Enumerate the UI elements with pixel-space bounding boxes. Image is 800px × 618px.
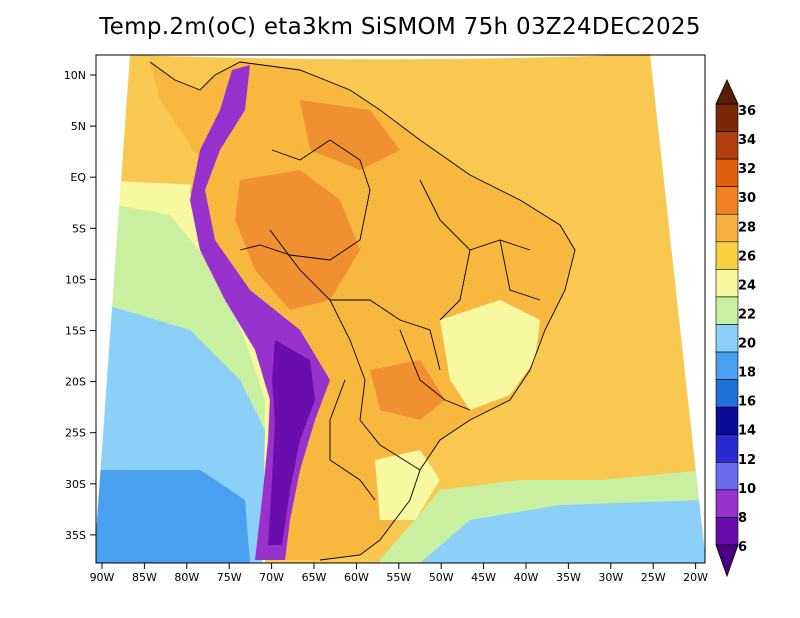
country-borders xyxy=(149,61,576,561)
temperature-field xyxy=(96,54,705,563)
colorbar-swatch xyxy=(715,324,739,353)
colorbar-label: 16 xyxy=(738,395,756,410)
colorbar-label: 6 xyxy=(738,540,747,555)
colorbar-swatch xyxy=(715,103,739,132)
lon-tick-label: 40W xyxy=(514,571,539,584)
lat-tick-label: EQ xyxy=(70,171,86,184)
lat-tick-label: 10S xyxy=(65,273,86,286)
colorbar-swatch xyxy=(715,131,739,160)
longitude-axis: 90W 85W 80W 75W 70W 65W 60W 55W 50W 45W 40W 35W 30W 2… xyxy=(90,563,708,584)
land-hot-zone xyxy=(235,170,360,310)
lon-tick-label: 85W xyxy=(132,571,157,584)
colorbar-swatch xyxy=(715,213,739,243)
colorbar-swatch xyxy=(715,241,739,270)
latitude-axis: 10N 5N EQ 5S 10S 15S 20S 25S 30S 35S xyxy=(64,69,96,542)
lon-tick-label: 80W xyxy=(174,571,199,584)
colorbar-label: 10 xyxy=(738,482,756,497)
colorbar-swatch xyxy=(715,462,739,491)
colorbar-label: 20 xyxy=(738,337,756,352)
colorbar-label: 32 xyxy=(738,162,756,177)
colorbar-swatch xyxy=(715,158,739,187)
land-hot-zone xyxy=(370,360,445,420)
colorbar-label: 14 xyxy=(738,424,756,439)
colorbar-label: 8 xyxy=(738,511,747,526)
colorbar-label: 36 xyxy=(738,104,756,119)
land-hot-zone xyxy=(300,100,400,170)
lon-tick-label: 90W xyxy=(90,571,115,584)
lon-tick-label: 30W xyxy=(598,571,623,584)
colorbar-swatch xyxy=(715,434,739,463)
colorbar-swatch xyxy=(715,351,739,380)
colorbar-label: 28 xyxy=(738,220,756,235)
lat-tick-label: 30S xyxy=(65,478,86,491)
lon-tick-label: 75W xyxy=(217,571,242,584)
colorbar-swatch xyxy=(715,489,739,518)
lon-tick-label: 25W xyxy=(641,571,666,584)
colorbar-label: 24 xyxy=(738,278,756,293)
colorbar-swatch xyxy=(715,517,739,546)
colorbar-swatch xyxy=(715,379,739,408)
lon-tick-label: 45W xyxy=(471,571,496,584)
colorbar-swatch xyxy=(715,296,739,325)
lat-tick-label: 20S xyxy=(65,376,86,389)
colorbar-label: 12 xyxy=(738,453,756,468)
lat-tick-label: 5N xyxy=(71,120,86,133)
brazilian-highlands-cool-zone xyxy=(440,300,540,410)
lon-tick-label: 60W xyxy=(344,571,369,584)
lon-tick-label: 35W xyxy=(556,571,581,584)
colorbar-swatch xyxy=(715,186,739,215)
south-atlantic-cold-region xyxy=(420,500,705,563)
south-brazil-cool-zone xyxy=(375,450,440,520)
colorbar-label: 18 xyxy=(738,366,756,381)
ocean-colder-region xyxy=(96,470,250,563)
lat-tick-label: 5S xyxy=(72,222,86,235)
colorbar-label: 26 xyxy=(738,249,756,264)
lon-tick-label: 55W xyxy=(386,571,411,584)
lon-tick-label: 20W xyxy=(683,571,708,584)
colorbar-label: 22 xyxy=(738,307,756,322)
map-frame xyxy=(95,54,706,564)
colorbar-swatch xyxy=(715,269,739,298)
map-title: Temp.2m(oC) eta3km SiSMOM 75h 03Z24DEC20… xyxy=(99,14,701,40)
lat-tick-label: 15S xyxy=(65,325,86,338)
andes-coldest-zone xyxy=(268,340,315,545)
colorbar-min-arrow xyxy=(715,544,739,578)
lat-tick-label: 35S xyxy=(65,529,86,542)
colorbar-max-arrow xyxy=(715,79,739,105)
lat-tick-label: 25S xyxy=(65,427,86,440)
colorbar-swatch xyxy=(715,406,739,436)
lon-tick-label: 50W xyxy=(429,571,454,584)
colorbar-label: 30 xyxy=(738,191,756,206)
lon-tick-label: 70W xyxy=(259,571,284,584)
lon-tick-label: 65W xyxy=(302,571,327,584)
colorbar-label: 34 xyxy=(738,133,756,148)
lat-tick-label: 10N xyxy=(64,69,86,82)
